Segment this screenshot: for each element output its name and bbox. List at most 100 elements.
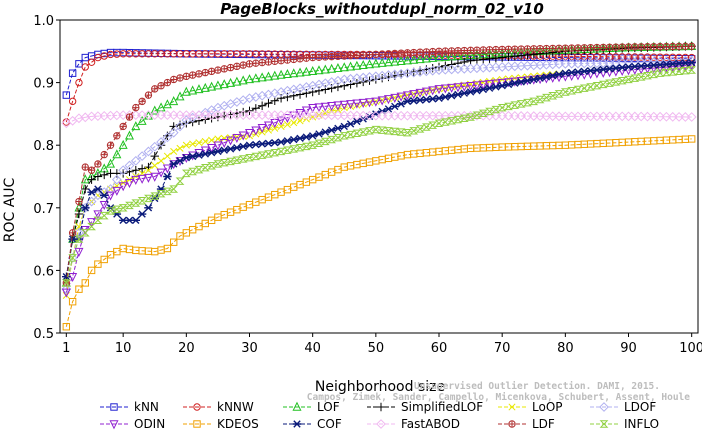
- data-point: [193, 403, 201, 411]
- data-point: [390, 93, 400, 103]
- data-point: [573, 85, 583, 94]
- data-point: [662, 42, 671, 51]
- data-point: [352, 60, 362, 70]
- data-point: [238, 110, 249, 121]
- data-point: [447, 51, 457, 61]
- data-point: [302, 133, 311, 141]
- data-point: [441, 93, 450, 101]
- data-point: [181, 110, 192, 121]
- data-point: [194, 116, 204, 125]
- series-line: [65, 45, 692, 283]
- data-point: [586, 44, 595, 52]
- data-point: [143, 110, 154, 121]
- data-point: [485, 54, 494, 64]
- data-point: [409, 90, 419, 100]
- data-point: [195, 70, 203, 78]
- data-point: [376, 419, 386, 429]
- data-point: [327, 102, 337, 112]
- data-point: [535, 74, 545, 82]
- data-point: [315, 53, 323, 61]
- data-point: [434, 85, 444, 95]
- x-axis-label: Neighborhood size: [315, 379, 445, 395]
- data-point: [207, 149, 216, 157]
- data-point: [359, 51, 367, 59]
- data-point: [403, 49, 412, 57]
- data-point: [238, 142, 248, 151]
- data-point: [144, 194, 153, 203]
- data-point: [314, 65, 324, 75]
- data-point: [409, 127, 419, 135]
- data-point: [662, 68, 671, 77]
- data-point: [264, 150, 273, 158]
- data-point: [327, 53, 336, 61]
- legend-item-loop: LoOP: [498, 400, 563, 414]
- legend-item-ldf: LDF: [498, 417, 555, 431]
- data-point: [118, 204, 128, 212]
- legend-label: LOF: [317, 400, 340, 414]
- data-point: [498, 45, 506, 54]
- data-point: [365, 59, 375, 69]
- data-point: [599, 420, 609, 428]
- data-point: [238, 75, 248, 85]
- legend-item-knn: kNN: [100, 400, 159, 414]
- data-point: [440, 84, 450, 94]
- data-point: [144, 166, 152, 174]
- data-point: [320, 102, 330, 112]
- data-point: [516, 51, 526, 60]
- data-point: [434, 119, 444, 127]
- data-point: [81, 63, 89, 71]
- data-point: [516, 78, 526, 86]
- data-point: [687, 66, 697, 74]
- data-point: [604, 111, 615, 122]
- data-point: [636, 73, 646, 81]
- data-point: [508, 403, 516, 411]
- data-point: [491, 53, 501, 63]
- data-point: [453, 83, 463, 93]
- data-point: [598, 80, 608, 89]
- data-point: [276, 69, 286, 79]
- data-point: [182, 154, 191, 162]
- data-point: [181, 86, 191, 96]
- data-point: [307, 110, 318, 121]
- data-point: [650, 43, 658, 51]
- data-point: [193, 420, 201, 428]
- data-point: [163, 152, 171, 160]
- data-point: [453, 90, 463, 99]
- plot-frame: [59, 19, 699, 334]
- data-point: [510, 52, 520, 61]
- data-point: [548, 92, 558, 100]
- data-point: [87, 266, 96, 275]
- data-point: [611, 78, 621, 86]
- data-point: [219, 110, 230, 121]
- data-point: [150, 105, 160, 115]
- data-point: [156, 168, 166, 178]
- data-point: [118, 110, 129, 121]
- data-point: [68, 272, 78, 282]
- data-point: [226, 136, 236, 146]
- data-point: [454, 47, 462, 55]
- data-point: [207, 144, 217, 154]
- data-point: [372, 50, 380, 59]
- x-tick-label: 70: [494, 341, 511, 356]
- data-point: [138, 97, 146, 105]
- data-point: [308, 141, 318, 149]
- data-point: [327, 63, 337, 73]
- data-point: [566, 111, 577, 122]
- data-point: [435, 47, 443, 55]
- data-point: [162, 132, 173, 143]
- data-point: [618, 43, 626, 51]
- data-point: [339, 110, 350, 121]
- data-point: [176, 144, 184, 152]
- data-point: [321, 85, 330, 94]
- data-point: [143, 146, 154, 157]
- data-point: [170, 238, 178, 246]
- data-point: [669, 42, 677, 51]
- data-point: [383, 110, 394, 121]
- data-point: [182, 72, 191, 80]
- data-point: [163, 172, 172, 181]
- data-point: [377, 57, 387, 67]
- data-point: [403, 128, 412, 137]
- data-point: [195, 139, 203, 147]
- data-point: [74, 235, 84, 243]
- data-point: [314, 86, 324, 95]
